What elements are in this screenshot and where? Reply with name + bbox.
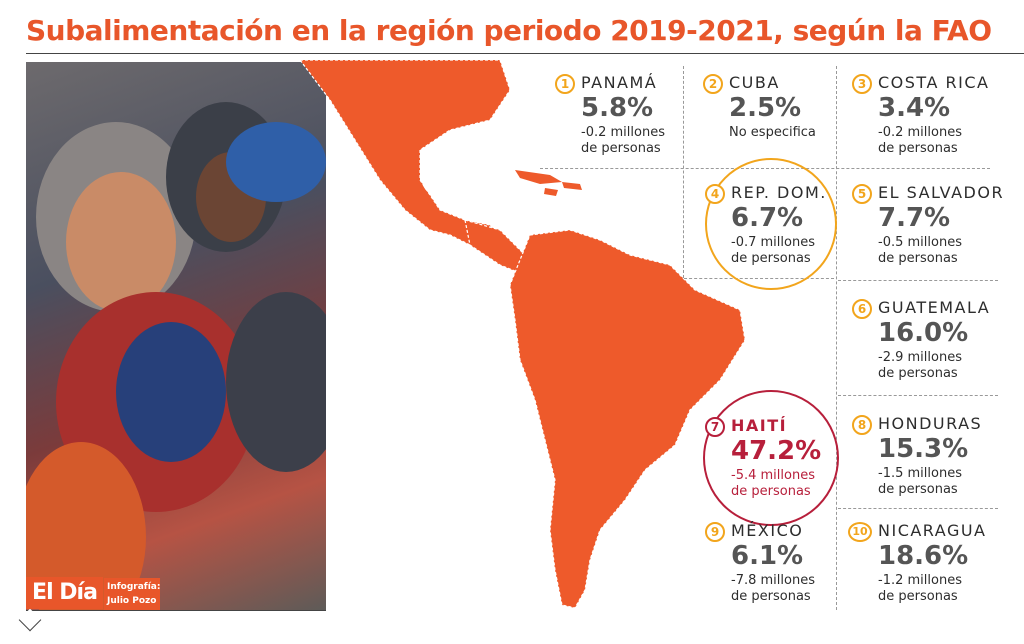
undernourishment-pct: 18.6% — [878, 541, 969, 571]
rank-badge: 6 — [852, 299, 872, 319]
highlight-ring-haiti — [703, 390, 839, 526]
undernourishment-pct: 6.7% — [731, 203, 804, 233]
el-dia-logo: El Día — [26, 577, 103, 609]
rank-badge: 7 — [705, 417, 725, 437]
people-note: -0.2 millones de personas — [581, 125, 711, 157]
undernourishment-pct: 6.1% — [731, 541, 804, 571]
country-name: GUATEMALA — [878, 298, 991, 317]
grid-divider — [838, 508, 998, 509]
note-line: de personas — [731, 484, 811, 499]
note-line: de personas — [731, 251, 811, 266]
country-name: PANAMÁ — [581, 73, 658, 92]
credit-label: Infografía: — [107, 582, 161, 592]
country-name: HAITÍ — [731, 416, 788, 435]
note-line: -1.2 millones — [878, 573, 962, 588]
undernourishment-pct: 15.3% — [878, 434, 969, 464]
frame-bottom-line — [26, 610, 326, 611]
grid-divider — [838, 280, 998, 281]
note-line: -2.9 millones — [878, 350, 962, 365]
people-note: -2.9 millones de personas — [878, 350, 1008, 382]
infographic-title: Subalimentación en la región periodo 201… — [26, 14, 992, 47]
grid-divider — [838, 395, 998, 396]
note-line: -0.7 millones — [731, 235, 815, 250]
undernourishment-pct: 47.2% — [731, 436, 822, 466]
grid-divider — [836, 66, 837, 610]
rank-badge: 5 — [852, 184, 872, 204]
note-line: de personas — [581, 141, 661, 156]
undernourishment-pct: 2.5% — [729, 93, 802, 123]
people-note: -0.2 millones de personas — [878, 125, 1008, 157]
note-line: -7.8 millones — [731, 573, 815, 588]
people-note: -7.8 millones de personas — [731, 573, 861, 605]
frame-notch — [18, 608, 42, 632]
country-name: MÉXICO — [731, 521, 804, 540]
rank-badge: 10 — [848, 522, 872, 542]
note-line: de personas — [878, 589, 958, 604]
people-note: -0.5 millones de personas — [878, 235, 1008, 267]
country-name: EL SALVADOR — [878, 183, 1005, 202]
infographic-credit: Infografía: Julio Pozo — [104, 578, 160, 610]
note-line: de personas — [878, 251, 958, 266]
note-line: -0.5 millones — [878, 235, 962, 250]
note-line: de personas — [878, 482, 958, 497]
people-note: -0.7 millones de personas — [731, 235, 861, 267]
undernourishment-pct: 5.8% — [581, 93, 654, 123]
credit-name: Julio Pozo — [107, 596, 157, 606]
undernourishment-pct: 16.0% — [878, 318, 969, 348]
rank-badge: 9 — [705, 522, 725, 542]
undernourishment-pct: 7.7% — [878, 203, 951, 233]
country-name: CUBA — [729, 73, 780, 92]
people-note: No especifica — [729, 125, 859, 141]
people-note: -5.4 millones de personas — [731, 468, 861, 500]
country-name: NICARAGUA — [878, 521, 987, 540]
title-divider — [26, 53, 1024, 54]
note-line: -0.2 millones — [878, 125, 962, 140]
country-name: REP. DOM. — [731, 183, 827, 202]
people-note: -1.2 millones de personas — [878, 573, 1008, 605]
highlight-ring-rep-dom — [705, 158, 837, 290]
rank-badge: 3 — [852, 74, 872, 94]
grid-divider — [683, 66, 684, 278]
rank-badge: 1 — [555, 74, 575, 94]
note-line: -1.5 millones — [878, 466, 962, 481]
note-line: -5.4 millones — [731, 468, 815, 483]
people-note: -1.5 millones de personas — [878, 466, 1008, 498]
note-line: de personas — [878, 366, 958, 381]
latin-america-map — [300, 60, 746, 609]
undernourishment-pct: 3.4% — [878, 93, 951, 123]
country-name: HONDURAS — [878, 414, 983, 433]
note-line: -0.2 millones — [581, 125, 665, 140]
rank-badge: 2 — [703, 74, 723, 94]
note-line: de personas — [878, 141, 958, 156]
country-name: COSTA RICA — [878, 73, 990, 92]
note-line: No especifica — [729, 125, 816, 140]
children-photo — [26, 62, 326, 610]
rank-badge: 8 — [852, 415, 872, 435]
rank-badge: 4 — [705, 184, 725, 204]
note-line: de personas — [731, 589, 811, 604]
